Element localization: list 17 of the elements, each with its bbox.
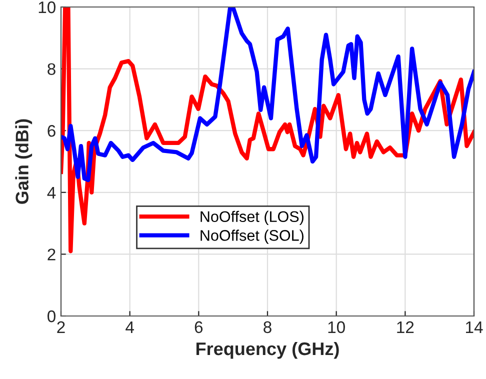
y-tick-label: 8 (48, 63, 56, 76)
y-axis-title: Gain (dBi) (15, 119, 32, 204)
y-tick-label: 6 (48, 125, 56, 137)
x-tick-label: 12 (397, 321, 414, 333)
y-tick-label: 2 (48, 248, 56, 260)
legend-label: NoOffset (LOS) (200, 210, 304, 226)
y-tick-label: 4 (47, 186, 56, 198)
y-tick-label: 10 (38, 1, 56, 14)
y-tick-label: 0 (48, 310, 56, 322)
x-tick-label: 2 (57, 321, 65, 333)
x-tick-label: 10 (328, 321, 345, 334)
x-tick-label: 4 (126, 321, 134, 333)
x-tick-label: 6 (194, 321, 203, 334)
x-tick-label: 8 (264, 321, 272, 334)
x-tick-label: 14 (466, 321, 483, 333)
legend-label: NoOffset (SOL) (200, 230, 304, 244)
x-axis-title: Frequency (GHz) (196, 342, 339, 359)
